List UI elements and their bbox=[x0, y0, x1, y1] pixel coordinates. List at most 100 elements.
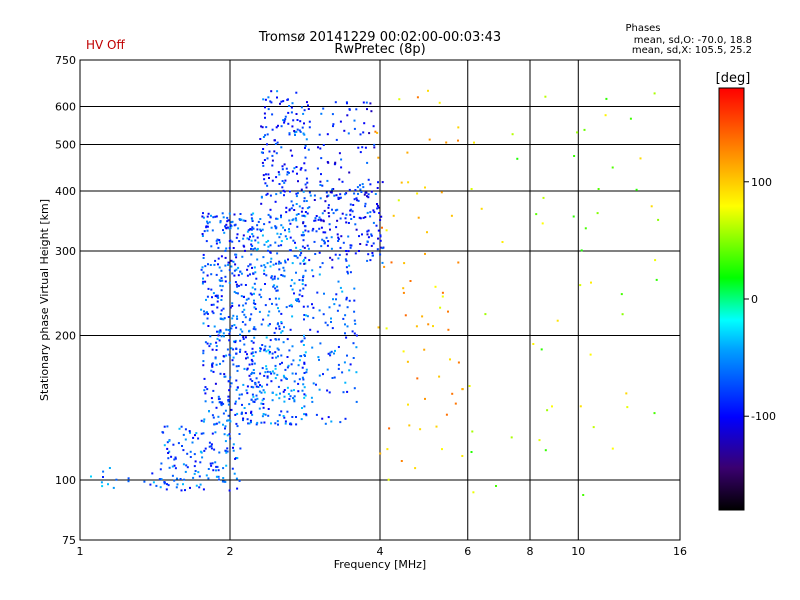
data-point bbox=[495, 485, 497, 487]
data-point bbox=[289, 395, 292, 398]
data-point bbox=[252, 395, 255, 398]
data-point bbox=[238, 433, 241, 435]
data-point bbox=[329, 351, 332, 354]
data-point bbox=[263, 421, 266, 424]
data-point bbox=[365, 191, 368, 194]
data-point bbox=[152, 481, 155, 484]
data-point bbox=[341, 180, 344, 183]
data-point bbox=[461, 455, 464, 457]
data-point bbox=[271, 302, 273, 305]
data-point bbox=[236, 386, 239, 389]
data-point bbox=[179, 478, 182, 480]
data-point bbox=[284, 235, 287, 238]
data-point bbox=[233, 213, 236, 216]
data-point bbox=[223, 433, 226, 436]
data-point bbox=[293, 130, 296, 132]
data-point bbox=[363, 122, 366, 125]
data-point bbox=[268, 351, 271, 353]
data-point bbox=[275, 262, 277, 265]
data-point bbox=[275, 303, 278, 306]
data-point bbox=[287, 111, 290, 114]
data-point bbox=[352, 357, 355, 359]
data-point bbox=[271, 159, 274, 162]
data-point bbox=[200, 419, 203, 422]
data-point bbox=[260, 229, 262, 232]
data-point bbox=[207, 287, 210, 290]
data-point bbox=[289, 284, 292, 287]
data-point bbox=[267, 108, 270, 111]
data-point bbox=[318, 358, 320, 361]
data-point bbox=[320, 112, 323, 115]
data-point bbox=[241, 321, 244, 323]
data-point bbox=[263, 159, 266, 161]
data-point bbox=[163, 444, 166, 447]
y-tick-label: 500 bbox=[55, 139, 76, 152]
data-point bbox=[214, 215, 217, 218]
data-point bbox=[206, 220, 208, 223]
data-point bbox=[283, 389, 286, 391]
data-point bbox=[313, 240, 316, 243]
data-point bbox=[295, 192, 298, 195]
data-point bbox=[579, 405, 582, 408]
data-point bbox=[302, 378, 305, 381]
data-point bbox=[338, 304, 341, 307]
data-point bbox=[224, 264, 227, 267]
data-point bbox=[251, 218, 254, 221]
data-point bbox=[253, 266, 256, 269]
data-point bbox=[250, 421, 252, 424]
colorbar-unit-label: [deg] bbox=[716, 71, 751, 86]
data-point bbox=[371, 252, 374, 254]
data-point bbox=[283, 119, 286, 122]
data-point bbox=[311, 269, 314, 272]
data-point bbox=[242, 304, 245, 307]
data-point bbox=[276, 373, 279, 376]
data-point bbox=[269, 100, 272, 103]
data-point bbox=[351, 330, 354, 333]
data-point bbox=[236, 487, 239, 490]
data-point bbox=[280, 125, 283, 128]
data-point bbox=[223, 317, 226, 320]
data-point bbox=[277, 423, 279, 426]
data-point bbox=[304, 351, 307, 354]
data-point bbox=[650, 205, 653, 208]
data-point bbox=[186, 466, 189, 469]
data-point bbox=[186, 452, 189, 455]
data-point bbox=[312, 306, 315, 309]
data-point bbox=[242, 219, 245, 222]
data-point bbox=[163, 425, 166, 428]
data-point bbox=[457, 139, 459, 142]
data-point bbox=[372, 221, 375, 224]
data-point bbox=[248, 403, 251, 406]
data-point bbox=[224, 480, 227, 483]
data-point bbox=[262, 151, 264, 154]
data-point bbox=[402, 291, 405, 294]
data-point bbox=[212, 370, 215, 373]
data-point bbox=[427, 89, 429, 92]
data-point bbox=[355, 400, 358, 403]
data-point bbox=[231, 272, 234, 275]
data-point bbox=[265, 193, 268, 196]
data-point bbox=[296, 192, 299, 195]
data-point bbox=[295, 219, 298, 222]
data-point bbox=[262, 406, 265, 409]
data-point bbox=[245, 298, 248, 301]
data-point bbox=[334, 349, 336, 352]
data-point bbox=[366, 195, 368, 198]
data-point bbox=[301, 207, 304, 210]
data-point bbox=[212, 416, 215, 419]
data-point bbox=[278, 325, 281, 328]
data-point bbox=[400, 460, 403, 462]
data-point bbox=[327, 161, 330, 164]
data-point bbox=[268, 298, 271, 301]
data-point bbox=[322, 231, 325, 234]
data-point bbox=[657, 218, 660, 221]
data-point bbox=[280, 274, 283, 276]
data-point bbox=[236, 285, 239, 288]
data-point bbox=[335, 138, 338, 141]
data-point bbox=[228, 489, 231, 492]
data-point bbox=[277, 322, 279, 325]
data-point bbox=[220, 289, 223, 292]
data-point bbox=[219, 280, 222, 282]
data-point bbox=[184, 438, 187, 441]
data-point bbox=[231, 467, 234, 470]
